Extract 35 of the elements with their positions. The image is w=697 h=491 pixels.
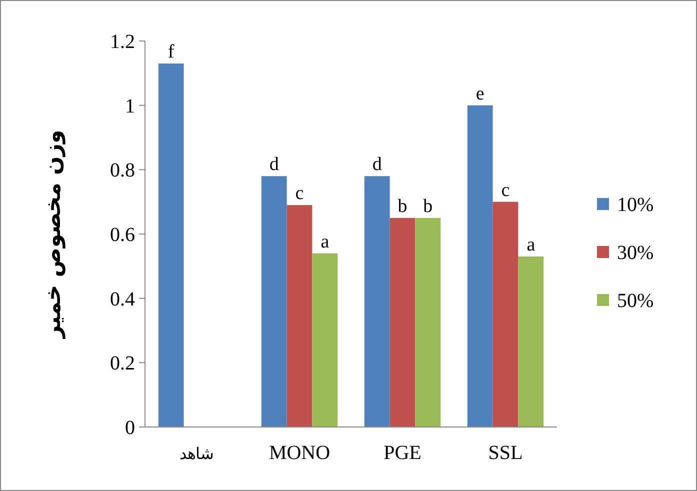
data-label: a [320,231,330,252]
data-label: b [398,196,408,217]
y-tick-label: 0.6 [110,224,135,246]
x-tick-label: MONO [268,442,330,464]
legend-label: 30% [617,242,654,264]
y-tick-label: 0.4 [110,288,135,310]
y-tick-label: 0.2 [110,352,135,375]
bar [364,176,390,427]
data-label: d [372,154,382,176]
data-label: a [526,234,536,256]
bar [415,218,441,427]
data-label: b [423,196,433,217]
data-label: e [476,83,484,104]
data-label: f [168,42,175,63]
bar [518,256,544,427]
data-label: c [501,180,510,201]
legend-label: 50% [617,290,654,312]
y-tick-label: 0.8 [110,160,135,182]
bar [286,205,312,427]
x-tick-label: شاهد [180,446,214,463]
x-tick-label: PGE [384,442,422,464]
y-tick-label: 1.2 [110,31,135,53]
y-tick-label: 0 [125,417,135,439]
bar [390,218,416,427]
bar [261,176,287,427]
y-tick-label: 1 [125,95,135,118]
y-axis-title: وزن مخصوص خمیر [41,130,66,340]
bar [492,202,518,427]
bar [158,64,184,427]
bar [467,105,493,427]
x-tick-label: SSL [488,442,523,464]
bar [312,253,338,427]
data-label: d [269,154,280,176]
data-label: c [295,183,304,204]
legend-label: 10% [617,194,654,216]
